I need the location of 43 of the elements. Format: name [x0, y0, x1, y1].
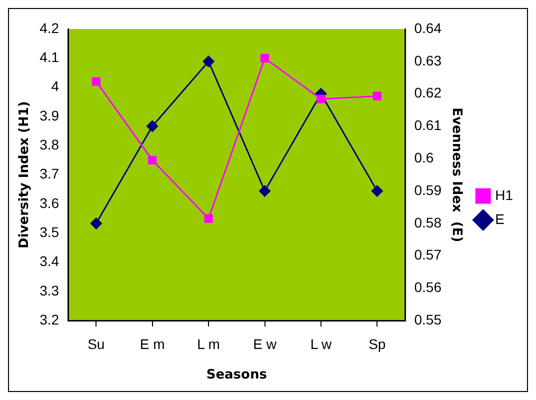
y2-tick-label: 0.58 — [414, 214, 442, 230]
y2-tick-label: 0.62 — [414, 84, 442, 101]
point — [146, 120, 158, 132]
x-axis-title: Seasons — [206, 368, 268, 383]
y2-tick-label: 0.57 — [414, 246, 442, 263]
x-tick-label: Sp — [368, 336, 386, 352]
y2-tick-label: 0.64 — [414, 20, 442, 36]
point — [260, 54, 270, 62]
y-tick-label: 3.7 — [40, 166, 60, 182]
y-tick-label: 3.3 — [40, 282, 60, 298]
y2-tick-label: 0.63 — [414, 52, 442, 68]
x-tick-label: E w — [253, 336, 278, 352]
y2-tick-label: 0.61 — [414, 117, 442, 134]
point — [202, 56, 214, 68]
y-tick-label: 4.2 — [40, 20, 60, 36]
y-tick-label: 3.4 — [40, 253, 60, 270]
x-tick-label: L m — [197, 336, 220, 352]
point — [204, 214, 213, 223]
point — [259, 185, 271, 197]
point — [92, 77, 100, 86]
y-axis-title: Diversity Index (H1) — [17, 101, 32, 248]
y2-tick-label: 0.56 — [414, 279, 442, 296]
x-tick-label: E m — [140, 336, 165, 352]
legend-label: H1 — [495, 186, 514, 203]
point — [148, 156, 157, 165]
y-tick-label: 4 — [51, 78, 60, 94]
y2-tick-label: 0.6 — [414, 149, 434, 166]
point — [90, 218, 102, 230]
y2-tick-label: 0.55 — [414, 311, 442, 328]
y-tick-label: 3.8 — [40, 136, 60, 152]
y-tick-label: 3.5 — [40, 224, 60, 240]
y2-axis-title: Evenness Idex (E) — [448, 107, 464, 242]
x-tick-label: Su — [88, 336, 105, 352]
point — [316, 94, 326, 104]
y2-tick-label: 0.59 — [414, 182, 442, 198]
point — [371, 185, 383, 197]
y-tick-label: 4.1 — [40, 49, 60, 66]
legend-label: E — [495, 210, 504, 227]
y-tick-label: 3.2 — [40, 311, 60, 328]
x-tick-label: L w — [310, 336, 332, 352]
point — [372, 92, 382, 100]
y-tick-label: 3.9 — [40, 107, 60, 124]
y-tick-label: 3.6 — [40, 194, 60, 211]
